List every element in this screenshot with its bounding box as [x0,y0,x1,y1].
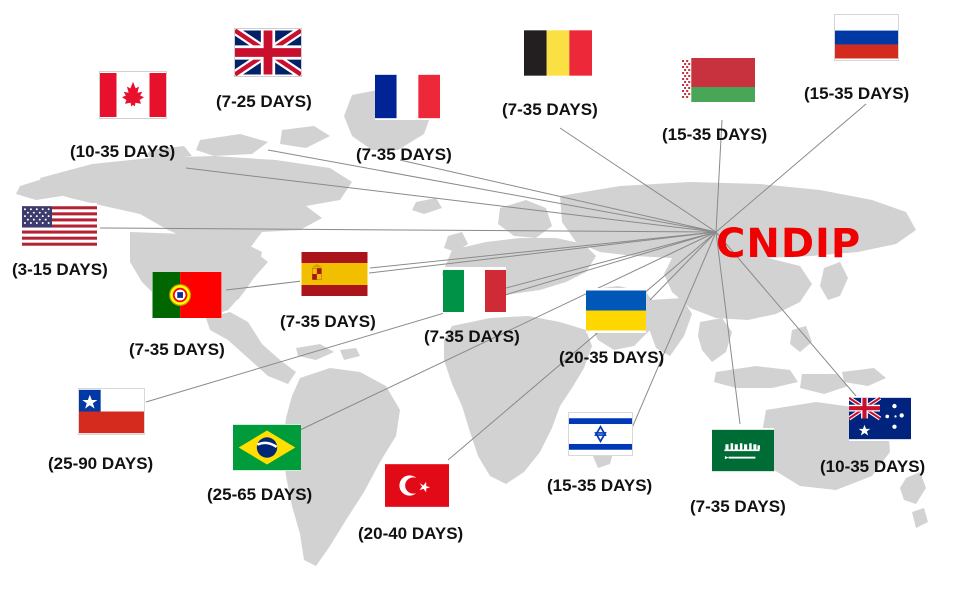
days-label-portugal: (7-35 DAYS) [129,340,225,359]
flag-united-kingdom [234,28,302,77]
hub-label-cndip: CNDIP [716,221,862,267]
flag-ukraine [586,288,646,333]
route-line-brazil [299,231,717,431]
route-line-ukraine [649,231,717,301]
days-label-united-kingdom: (7-25 DAYS) [216,92,312,111]
route-line-france [399,159,717,233]
flag-spain [300,252,369,296]
days-label-australia: (10-35 DAYS) [820,457,926,476]
days-label-saudi-arabia: (7-35 DAYS) [690,497,786,516]
days-label-united-states: (3-15 DAYS) [12,260,108,279]
route-line-israel [631,231,717,429]
days-label-israel: (15-35 DAYS) [547,476,653,495]
route-line-saudi-arabia [715,231,741,425]
flag-belarus [681,58,755,102]
flag-israel [568,412,633,456]
flag-portugal [152,272,222,318]
days-label-spain: (7-35 DAYS) [280,312,376,331]
flag-turkey [385,463,449,508]
days-label-italy: (7-35 DAYS) [424,327,520,346]
flag-russia [834,14,899,61]
days-label-belarus: (15-35 DAYS) [662,125,768,144]
days-label-belgium: (7-35 DAYS) [502,100,598,119]
route-line-australia [715,231,857,397]
days-label-france: (7-35 DAYS) [356,145,452,164]
flag-canada [99,71,167,119]
route-line-italy [505,231,717,289]
flag-united-states [22,203,97,249]
days-label-russia: (15-35 DAYS) [804,84,910,103]
days-label-turkey: (20-40 DAYS) [358,524,464,543]
route-line-united-states [99,227,717,233]
flag-belgium [524,30,592,76]
flag-france [375,73,440,120]
flag-saudi-arabia [712,428,774,473]
route-line-belarus [715,119,723,233]
days-label-brazil: (25-65 DAYS) [207,485,313,504]
route-line-belgium [559,127,717,233]
days-label-chile: (25-90 DAYS) [48,454,154,473]
flag-australia [849,396,911,441]
days-label-canada: (10-35 DAYS) [70,142,176,161]
route-line-chile [145,231,717,403]
flag-italy [443,267,506,315]
route-line-spain [369,231,717,269]
route-line-canada [185,167,717,233]
flag-chile [78,388,145,435]
days-label-ukraine: (20-35 DAYS) [559,348,665,367]
route-line-russia [715,103,867,233]
route-line-united-kingdom [267,149,717,233]
flag-brazil [233,424,301,471]
route-line-turkey [447,231,717,461]
